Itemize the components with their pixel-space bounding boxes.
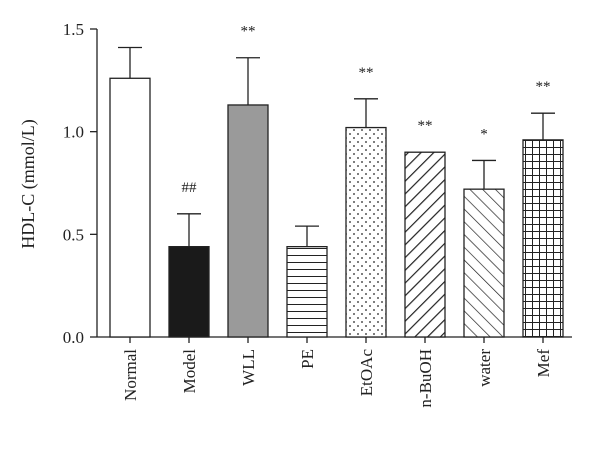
bar-pe — [286, 246, 328, 338]
y-tick-label: 0.0 — [63, 328, 84, 347]
bar-water — [463, 188, 505, 338]
y-axis-label: HDL-C (mmol/L) — [18, 119, 39, 248]
y-tick-label: 0.5 — [63, 225, 84, 244]
x-tick-label: n-BuOH — [416, 349, 435, 408]
y-tick-label: 1.0 — [63, 123, 84, 142]
x-tick-label: Normal — [121, 349, 140, 401]
bar-model — [168, 246, 210, 338]
significance-mark: ** — [241, 24, 256, 40]
x-tick-label: water — [475, 349, 494, 387]
significance-mark: ** — [359, 65, 374, 81]
significance-mark: ** — [418, 118, 433, 134]
x-tick-label: Model — [180, 349, 199, 394]
x-tick-label: WLL — [239, 349, 258, 386]
significance-mark: ## — [182, 180, 198, 196]
bar-wll — [227, 104, 269, 338]
x-tick-label: Mef — [534, 349, 553, 378]
significance-mark: ** — [536, 79, 551, 95]
y-tick-label: 1.5 — [63, 20, 84, 39]
bar-normal — [109, 77, 151, 338]
x-tick-label: EtOAc — [357, 349, 376, 397]
plot-area: 0.0 0.5 1.0 1.5 Normal ## Model ** WLL PE ** EtOAc *… — [63, 20, 572, 408]
significance-mark: * — [480, 126, 488, 142]
x-tick-label: PE — [298, 349, 317, 369]
bar-n-buoh — [404, 151, 446, 338]
bar-mef — [522, 139, 564, 338]
bar-etoac — [345, 126, 387, 338]
